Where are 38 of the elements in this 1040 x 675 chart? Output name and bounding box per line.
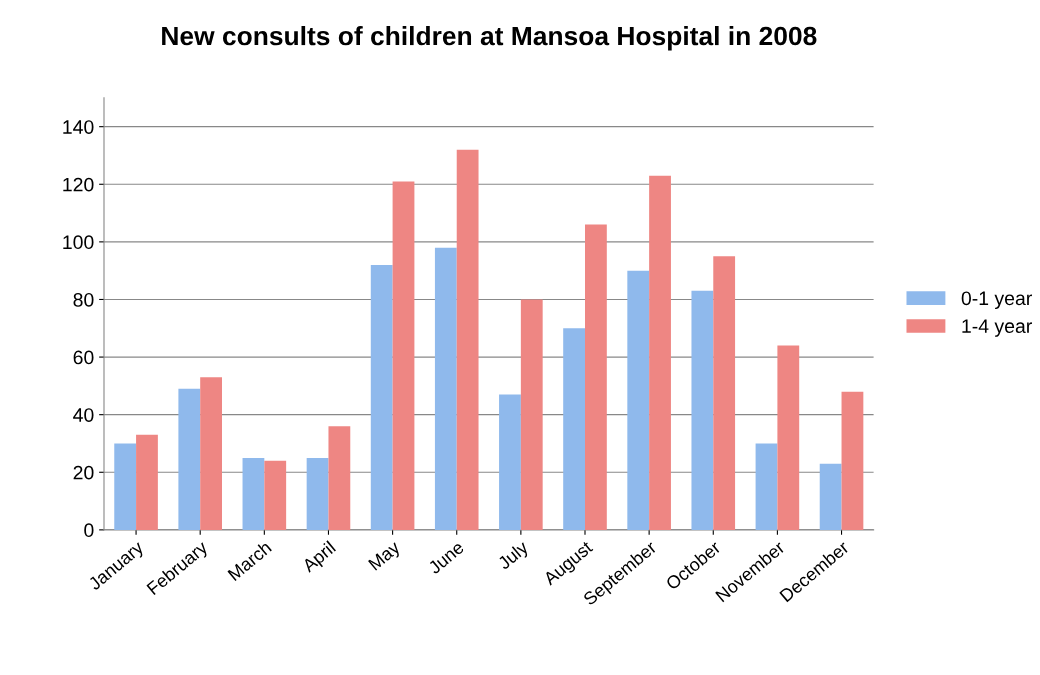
x-tick-label: July bbox=[496, 539, 532, 573]
bar bbox=[178, 388, 201, 530]
bar bbox=[370, 264, 393, 530]
bar bbox=[456, 149, 479, 530]
x-tick-label: May bbox=[368, 540, 404, 574]
bar bbox=[499, 394, 521, 530]
bar bbox=[136, 434, 158, 530]
bar bbox=[585, 224, 607, 530]
bar bbox=[841, 391, 864, 530]
bar bbox=[328, 426, 351, 530]
bar bbox=[200, 377, 223, 530]
bar bbox=[114, 443, 137, 530]
bar bbox=[520, 299, 543, 530]
y-tick-label: 20 bbox=[73, 465, 94, 480]
bar bbox=[392, 181, 415, 530]
legend-label: 0-1 year bbox=[961, 291, 1032, 310]
bar bbox=[264, 460, 287, 530]
y-tick-label: 40 bbox=[73, 408, 94, 422]
y-tick-label: 60 bbox=[73, 350, 94, 365]
y-tick-label: 100 bbox=[63, 235, 94, 250]
chart-title: New consults of children at Mansoa Hospital in 2008 bbox=[162, 25, 817, 51]
bar bbox=[563, 328, 585, 530]
bar bbox=[242, 457, 265, 530]
legend-label: 1-4 year bbox=[962, 319, 1032, 337]
bar bbox=[713, 256, 736, 530]
bar bbox=[691, 290, 714, 530]
bar bbox=[306, 457, 329, 530]
y-tick-label: 80 bbox=[73, 292, 94, 307]
y-tick-label: 120 bbox=[63, 177, 94, 192]
bar bbox=[777, 345, 800, 530]
bar bbox=[627, 270, 650, 530]
y-tick-label: 140 bbox=[63, 120, 94, 134]
bar bbox=[755, 443, 778, 530]
x-tick-label: June bbox=[427, 540, 465, 575]
bar bbox=[434, 247, 457, 530]
y-tick-label: 0 bbox=[84, 523, 94, 538]
bar bbox=[819, 463, 842, 530]
bar bbox=[649, 175, 671, 530]
